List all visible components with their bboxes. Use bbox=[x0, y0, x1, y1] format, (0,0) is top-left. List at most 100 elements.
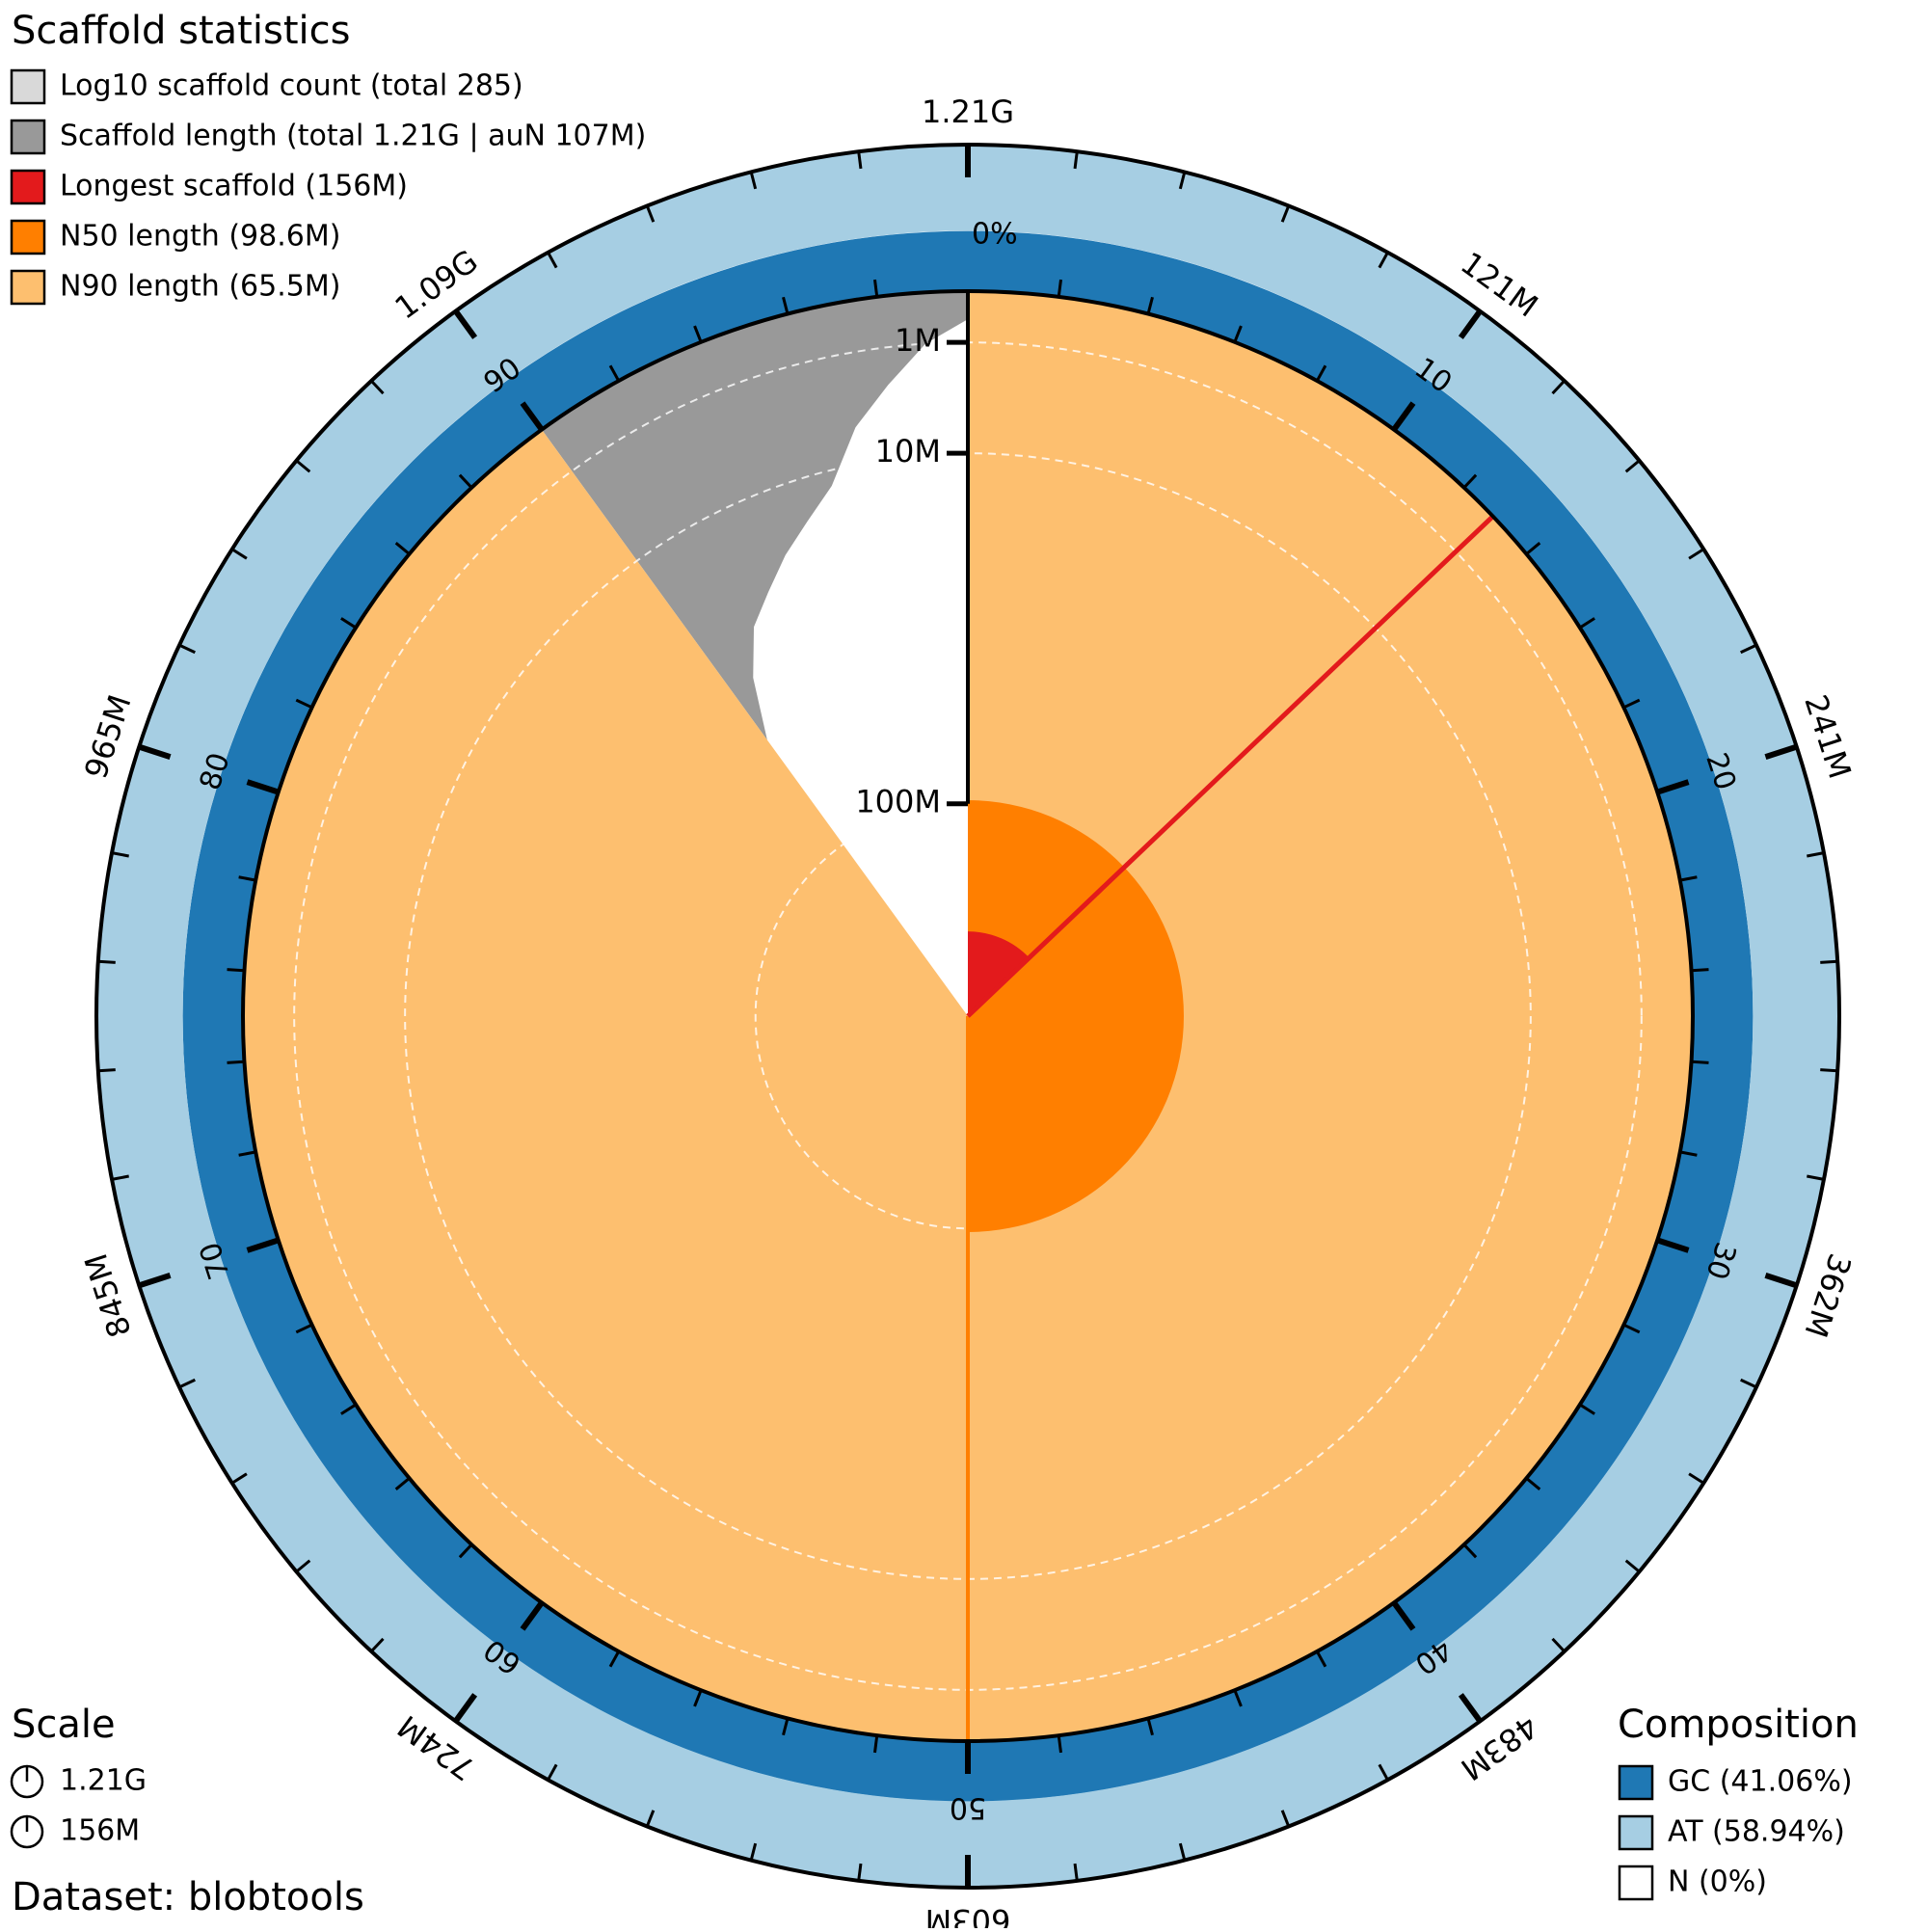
minor-tick bbox=[458, 1543, 473, 1559]
radial-tick-label: 1M bbox=[895, 322, 941, 359]
minor-tick bbox=[1462, 473, 1478, 489]
longest-line bbox=[966, 514, 1495, 1018]
longest-sector bbox=[968, 931, 1030, 1016]
minor-tick bbox=[178, 1378, 196, 1389]
minor-tick bbox=[547, 1763, 558, 1781]
minor-tick bbox=[1378, 1763, 1389, 1781]
minor-tick bbox=[1315, 1650, 1327, 1668]
legend-label: Log10 scaffold count (total 285) bbox=[60, 69, 523, 103]
minor-tick bbox=[370, 379, 385, 395]
minor-tick bbox=[857, 1863, 863, 1882]
minor-tick bbox=[1740, 643, 1757, 655]
composition-label: GC (41.06%) bbox=[1668, 1765, 1853, 1799]
length-tick-label: 362M bbox=[1797, 1249, 1859, 1342]
composition-swatch bbox=[1618, 1764, 1654, 1801]
length-tick bbox=[453, 309, 478, 339]
minor-tick bbox=[873, 279, 879, 298]
minor-tick bbox=[1233, 325, 1243, 343]
composition-title: Composition bbox=[1618, 1703, 1859, 1747]
minor-tick bbox=[340, 617, 357, 630]
length-tick-label: 965M bbox=[77, 690, 139, 783]
minor-tick bbox=[178, 643, 196, 655]
length-tick-label: 241M bbox=[1797, 690, 1859, 783]
scaffold-length-area bbox=[541, 291, 968, 740]
legend-label: Scaffold length (total 1.21G | auN 107M) bbox=[60, 120, 646, 153]
minor-tick bbox=[97, 1068, 116, 1073]
minor-tick bbox=[1551, 379, 1566, 395]
minor-tick bbox=[645, 204, 656, 223]
minor-tick bbox=[230, 1472, 248, 1485]
minor-tick bbox=[295, 459, 311, 473]
minor-tick bbox=[295, 1323, 313, 1334]
length-tick bbox=[453, 1693, 478, 1724]
length-tick-label: 845M bbox=[77, 1249, 139, 1342]
percent-tick bbox=[1391, 401, 1416, 432]
minor-tick bbox=[394, 542, 411, 555]
minor-tick bbox=[1624, 459, 1641, 473]
minor-tick bbox=[1624, 1559, 1641, 1573]
length-tick bbox=[1458, 1693, 1483, 1724]
minor-tick bbox=[227, 1060, 245, 1064]
minor-tick bbox=[749, 172, 758, 190]
minor-tick bbox=[1178, 172, 1187, 190]
percent-tick bbox=[1656, 1237, 1690, 1253]
minor-tick bbox=[340, 1403, 357, 1415]
length-tick bbox=[138, 1272, 172, 1289]
minor-tick bbox=[370, 1637, 385, 1653]
chart-title: Scaffold statistics bbox=[12, 9, 350, 53]
minor-tick bbox=[1462, 1543, 1478, 1559]
minor-tick bbox=[749, 1842, 758, 1861]
scale-title: Scale bbox=[12, 1703, 116, 1747]
minor-tick bbox=[1807, 851, 1825, 858]
minor-tick bbox=[230, 548, 248, 560]
minor-tick bbox=[1551, 1637, 1566, 1653]
minor-tick bbox=[1691, 1060, 1709, 1064]
length-tick bbox=[1764, 743, 1798, 761]
minor-tick bbox=[1579, 617, 1595, 630]
minor-tick bbox=[1679, 1150, 1698, 1157]
legend-label: Longest scaffold (156M) bbox=[60, 170, 408, 203]
minor-tick bbox=[1178, 1842, 1187, 1861]
minor-tick bbox=[782, 1718, 790, 1736]
minor-tick bbox=[1378, 252, 1389, 269]
minor-tick bbox=[1688, 1472, 1705, 1485]
composition-swatch bbox=[1618, 1865, 1654, 1901]
minor-tick bbox=[782, 296, 790, 314]
minor-tick bbox=[295, 1559, 311, 1573]
minor-tick bbox=[1820, 1068, 1838, 1073]
percent-tick bbox=[246, 779, 280, 795]
minor-tick bbox=[295, 698, 313, 710]
percent-tick bbox=[520, 401, 545, 432]
minor-tick bbox=[873, 1734, 879, 1754]
minor-tick bbox=[693, 1689, 703, 1707]
composition-label: AT (58.94%) bbox=[1668, 1815, 1845, 1849]
minor-tick bbox=[1073, 1863, 1079, 1882]
minor-tick bbox=[1622, 1323, 1641, 1334]
length-tick-label: 603M bbox=[925, 1902, 1011, 1928]
legend-swatch bbox=[10, 269, 46, 306]
n50-sector bbox=[968, 800, 1184, 1232]
minor-tick bbox=[645, 1810, 656, 1828]
minor-tick bbox=[1807, 1174, 1825, 1181]
minor-tick bbox=[1280, 1810, 1291, 1828]
minor-tick bbox=[1057, 279, 1062, 298]
length-tick bbox=[1764, 1272, 1798, 1289]
legend-swatch bbox=[10, 169, 46, 205]
legend-label: N50 length (98.6M) bbox=[60, 220, 340, 254]
radial-tick-label: 10M bbox=[875, 433, 941, 470]
dataset-label: Dataset: blobtools bbox=[12, 1875, 364, 1919]
minor-tick bbox=[1073, 150, 1079, 170]
minor-tick bbox=[1233, 1689, 1243, 1707]
minor-tick bbox=[1525, 1477, 1541, 1490]
percent-tick bbox=[520, 1600, 545, 1631]
minor-tick bbox=[693, 325, 703, 343]
minor-tick bbox=[1679, 875, 1698, 882]
minor-tick bbox=[1057, 1734, 1062, 1754]
minor-tick bbox=[1688, 548, 1705, 560]
legend-swatch bbox=[10, 219, 46, 255]
composition-label: N (0%) bbox=[1668, 1865, 1767, 1899]
composition-swatch bbox=[1618, 1814, 1654, 1851]
minor-tick bbox=[238, 1150, 256, 1157]
length-tick-label: 1.21G bbox=[922, 94, 1014, 130]
